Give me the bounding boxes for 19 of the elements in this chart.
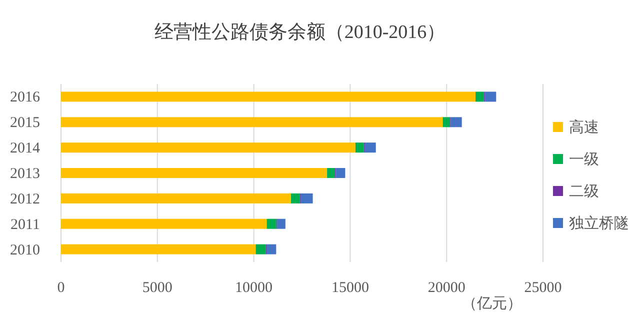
chart-title: 经营性公路债务余额（2010-2016） [154,21,446,43]
y-tick-label: 2012 [10,191,40,208]
x-tick-label: 0 [57,280,65,296]
y-tick-label: 2015 [10,115,40,132]
y-tick-label: 2010 [10,242,40,258]
y-tick-label: 2011 [10,216,40,233]
y-tick-label: 2014 [10,140,40,157]
y-tick-label: 2013 [10,166,40,182]
legend-label: 独立桥隧 [569,215,629,232]
x-tick-label: 10000 [235,280,273,296]
x-tick-label: 20000 [428,280,466,296]
y-tick-label: 2016 [10,90,40,106]
x-tick-label: 5000 [142,280,172,296]
legend-label: 一级 [569,151,599,168]
x-axis-title: （亿元） [462,296,522,312]
x-tick-label: 15000 [331,280,369,296]
legend-label: 高速 [569,119,599,136]
legend-label: 二级 [569,183,599,200]
x-tick-label: 25000 [524,280,562,296]
